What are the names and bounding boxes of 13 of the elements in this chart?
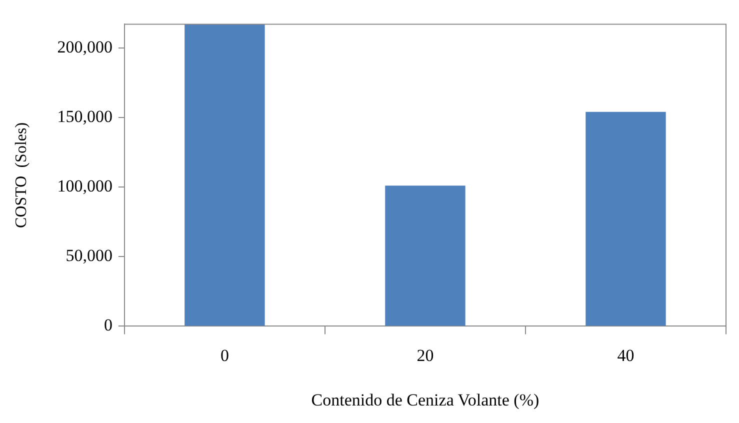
bar bbox=[586, 112, 666, 326]
x-tick-label: 20 bbox=[416, 346, 434, 365]
y-tick-label: 0 bbox=[104, 316, 112, 335]
x-tick-label: 0 bbox=[220, 346, 229, 365]
x-tick-label: 40 bbox=[617, 346, 634, 365]
y-axis-title: COSTO (Soles) bbox=[12, 122, 30, 228]
x-axis-title: Contenido de Ceniza Volante (%) bbox=[311, 390, 540, 410]
y-tick-label: 200,000 bbox=[57, 37, 112, 56]
y-tick-label: 100,000 bbox=[57, 176, 112, 196]
bar bbox=[385, 186, 466, 326]
y-tick-label: 150,000 bbox=[57, 106, 112, 126]
y-tick-label: 50,000 bbox=[66, 246, 112, 266]
bar bbox=[184, 24, 265, 326]
